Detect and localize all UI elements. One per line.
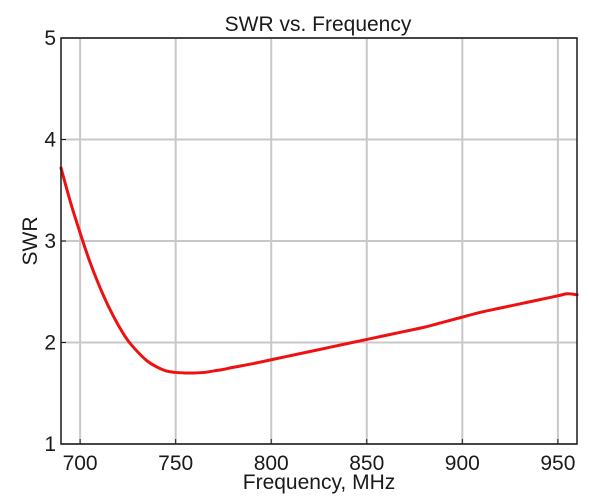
series-layer [59, 166, 579, 375]
x-tick-label: 800 [254, 452, 289, 475]
x-tick-label: 750 [158, 452, 193, 475]
y-tick-label: 4 [44, 129, 56, 152]
x-tick-label: 950 [540, 452, 575, 475]
tick-labels: 700 750 800 850 900 950 1 2 3 4 5 [44, 27, 575, 475]
x-tick-label: 850 [349, 452, 384, 475]
y-axis-label: SWR [19, 217, 42, 266]
swr-series-line [59, 166, 579, 375]
x-tick-label: 900 [445, 452, 480, 475]
y-tick-label: 2 [44, 332, 56, 355]
gridlines [61, 37, 577, 445]
y-tick-label: 5 [44, 27, 56, 50]
y-tick-label: 1 [44, 433, 56, 456]
x-tick-label: 700 [63, 452, 98, 475]
x-axis-label: Frequency, MHz [243, 471, 396, 494]
chart-title: SWR vs. Frequency [225, 13, 412, 36]
y-tick-label: 3 [44, 230, 56, 253]
